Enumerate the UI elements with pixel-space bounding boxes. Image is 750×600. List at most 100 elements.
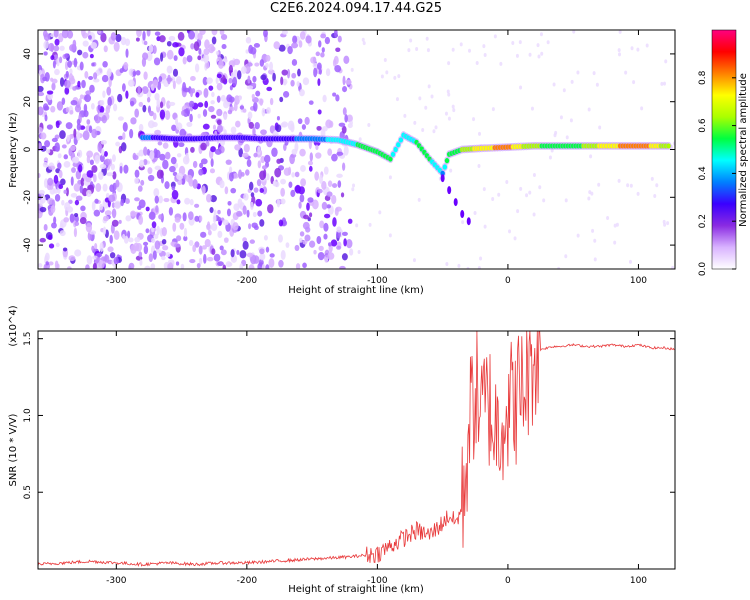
noise-speck — [341, 253, 348, 261]
noise-speck — [162, 142, 169, 149]
noise-speck — [491, 107, 495, 112]
noise-speck — [154, 233, 159, 239]
noise-speck — [451, 104, 455, 109]
noise-speck — [210, 114, 217, 119]
noise-speck — [143, 40, 148, 46]
noise-speck — [185, 107, 189, 114]
noise-speck — [347, 218, 353, 224]
noise-speck — [269, 61, 273, 71]
noise-speck — [331, 183, 338, 188]
noise-speck — [259, 219, 265, 227]
noise-speck — [337, 35, 342, 43]
noise-speck — [138, 199, 146, 209]
noise-speck — [477, 163, 481, 168]
noise-speck — [79, 185, 84, 194]
noise-speck — [425, 36, 429, 41]
noise-speck — [257, 210, 263, 217]
noise-speck — [40, 132, 47, 140]
noise-speck — [42, 76, 48, 82]
noise-speck — [138, 214, 144, 225]
noise-speck — [564, 198, 568, 203]
noise-speck — [315, 152, 322, 159]
noise-speck — [86, 255, 93, 265]
noise-speck — [190, 75, 196, 81]
noise-speck — [77, 149, 83, 158]
noise-speck — [320, 33, 327, 39]
noise-speck — [51, 82, 56, 91]
noise-speck — [103, 150, 108, 157]
noise-speck — [554, 130, 558, 135]
noise-speck — [198, 257, 203, 265]
noise-speck — [263, 235, 268, 241]
noise-speck — [216, 82, 223, 91]
noise-speck — [281, 78, 288, 85]
noise-speck — [315, 144, 319, 151]
noise-speck — [355, 223, 359, 228]
noise-speck — [233, 69, 238, 79]
spectrogram-marks — [38, 30, 675, 269]
noise-speck — [85, 222, 93, 233]
noise-speck — [97, 30, 102, 34]
noise-speck — [357, 249, 361, 254]
noise-speck — [290, 123, 295, 133]
noise-speck — [99, 163, 107, 170]
noise-speck — [158, 214, 163, 220]
noise-speck — [468, 48, 472, 53]
noise-speck — [56, 101, 64, 111]
noise-speck — [247, 62, 253, 67]
noise-speck — [307, 197, 314, 203]
noise-speck — [473, 211, 477, 216]
noise-speck — [283, 167, 291, 176]
ridge-point — [398, 137, 404, 143]
noise-speck — [76, 123, 82, 131]
noise-speck — [104, 158, 111, 166]
noise-speck — [64, 80, 71, 89]
noise-speck — [216, 124, 223, 133]
noise-speck — [200, 231, 207, 238]
noise-speck — [71, 167, 76, 173]
noise-speck — [204, 39, 210, 49]
noise-speck — [208, 105, 215, 113]
colorbar-ticks: 0.0 0.2 0.4 0.6 0.8 — [698, 70, 736, 276]
branch-point — [440, 174, 445, 183]
noise-speck — [135, 70, 141, 76]
noise-speck — [397, 74, 401, 79]
noise-speck — [350, 67, 354, 72]
noise-speck — [337, 180, 342, 188]
noise-speck — [217, 261, 224, 267]
noise-speck — [132, 155, 139, 161]
noise-speck — [352, 183, 356, 188]
noise-speck — [83, 110, 89, 118]
noise-speck — [418, 96, 422, 101]
noise-speck — [101, 74, 109, 83]
colorbar-tick-label: 0.2 — [698, 214, 708, 228]
noise-speck — [68, 255, 76, 262]
noise-speck — [345, 79, 352, 85]
noise-speck — [317, 251, 325, 261]
noise-speck — [82, 32, 88, 39]
noise-speck — [38, 173, 41, 178]
noise-speck — [447, 92, 451, 97]
noise-speck — [434, 125, 438, 130]
noise-speck — [276, 158, 282, 164]
noise-speck — [98, 260, 105, 269]
noise-speck — [378, 210, 382, 215]
noise-speck — [168, 101, 176, 106]
noise-speck — [86, 189, 92, 198]
noise-speck — [201, 245, 207, 250]
noise-speck — [269, 253, 275, 258]
noise-speck — [90, 42, 98, 49]
noise-speck — [91, 165, 98, 173]
noise-speck — [297, 118, 303, 125]
noise-speck — [298, 201, 302, 209]
noise-speck — [65, 187, 69, 197]
noise-speck — [322, 94, 327, 103]
noise-speck — [38, 263, 43, 268]
noise-speck — [299, 148, 306, 157]
noise-speck — [342, 75, 346, 86]
noise-speck — [217, 209, 221, 215]
noise-speck — [104, 210, 112, 216]
noise-speck — [274, 167, 282, 178]
noise-speck — [92, 262, 97, 269]
colorbar-tick-label: 0.6 — [698, 118, 708, 133]
